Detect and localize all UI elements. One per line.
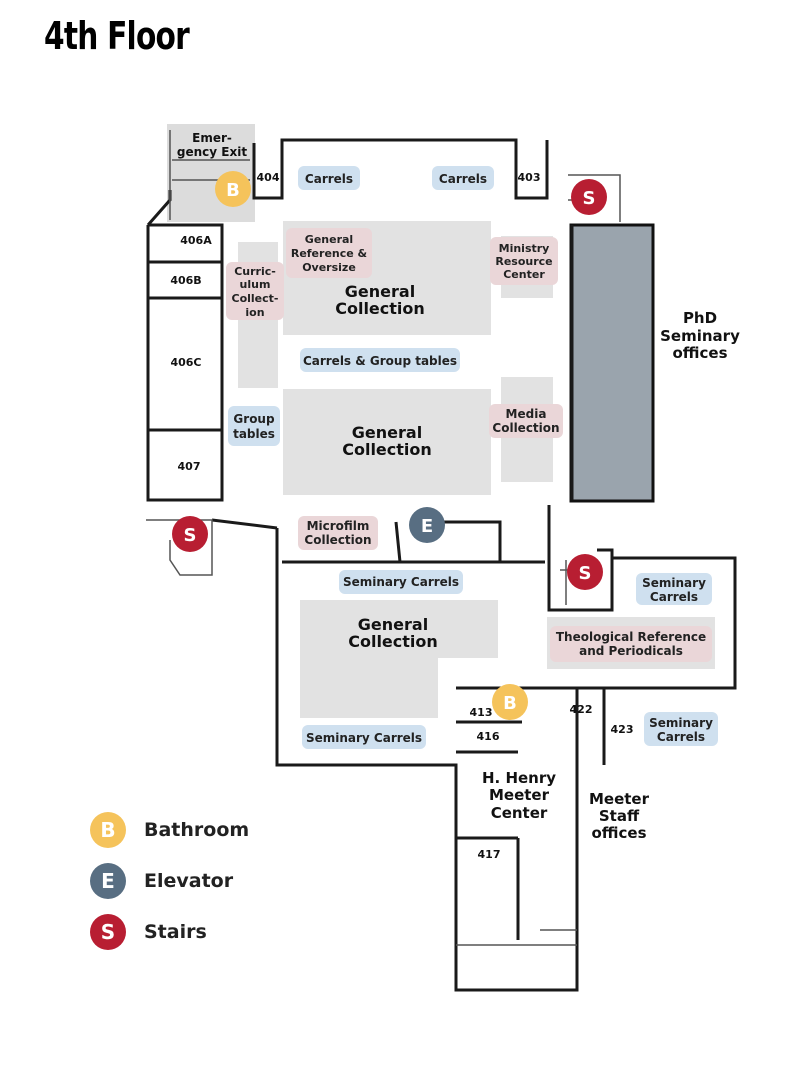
general-collection-1-line-1: General — [345, 282, 415, 301]
ministry-line-2: Resource — [495, 255, 552, 268]
general-reference-line-1: General — [305, 233, 353, 246]
stairs-marker-1 — [571, 179, 607, 215]
curriculum-line-2: ulum — [240, 278, 271, 291]
bathroom-legend-label: Bathroom — [144, 819, 250, 841]
stairs-marker-3 — [567, 554, 603, 590]
curriculum-line-4: ion — [245, 306, 264, 319]
blue-labels: Carrels Carrels Carrels & Group tables G… — [228, 166, 718, 749]
general-collection-3-line-2: Collection — [348, 632, 438, 651]
bathroom-marker-1-letter: B — [226, 180, 240, 201]
bathroom-marker-1 — [215, 171, 251, 207]
general-collection-1-line-2: Collection — [335, 299, 425, 318]
ministry-line-3: Center — [503, 268, 545, 281]
meeter-staff-line-1: Meeter — [589, 790, 650, 808]
map-markers: B B E S S S — [172, 171, 607, 720]
group-tables-line-1: Group — [233, 412, 275, 426]
curriculum-line-1: Curric- — [234, 265, 276, 278]
seminary-carrels-r2-line-1: Seminary — [649, 716, 713, 730]
room-403: 403 — [518, 171, 541, 184]
room-413: 413 — [470, 706, 493, 719]
ministry-line-1: Ministry — [499, 242, 550, 255]
general-collection-3-line-1: General — [358, 615, 428, 634]
general-collection-area-2 — [283, 389, 491, 495]
bathroom-marker-2-letter: B — [503, 693, 517, 714]
legend-elevator: E Elevator — [90, 863, 233, 899]
general-reference-line-3: Oversize — [302, 261, 356, 274]
meeter-staff-line-2: Staff — [599, 807, 640, 825]
emergency-exit-line-2: gency Exit — [177, 145, 247, 159]
microfilm-line-1: Microfilm — [307, 519, 370, 533]
bathroom-marker-2 — [492, 684, 528, 720]
general-collection-2-line-2: Collection — [342, 440, 432, 459]
stairs-marker-2-letter: S — [184, 525, 197, 546]
media-line-2: Collection — [492, 421, 559, 435]
meeter-center-line-3: Center — [491, 804, 548, 822]
phd-line-3: offices — [672, 344, 727, 362]
meeter-center-line-2: Meeter — [489, 786, 550, 804]
room-423: 423 — [611, 723, 634, 736]
curriculum-line-3: Collect- — [232, 292, 279, 305]
media-line-1: Media — [506, 407, 547, 421]
phd-line-1: PhD — [683, 309, 717, 327]
seminary-carrels-r1-line-1: Seminary — [642, 576, 706, 590]
room-406c: 406C — [170, 356, 201, 369]
room-422: 422 — [570, 703, 593, 716]
stairs-marker-3-letter: S — [579, 563, 592, 584]
legend-bathroom: B Bathroom — [90, 812, 249, 848]
walls — [146, 138, 737, 992]
room-404: 404 — [257, 171, 280, 184]
carrels-group-tables-label: Carrels & Group tables — [303, 354, 457, 368]
plain-labels: Emer- gency Exit General Collection Gene… — [177, 131, 740, 842]
general-collection-area-3 — [300, 600, 498, 718]
phd-line-2: Seminary — [660, 327, 740, 345]
elevator-marker — [409, 507, 445, 543]
elevator-marker-letter: E — [421, 516, 433, 537]
theological-line-2: and Periodicals — [579, 644, 683, 658]
stairs-legend-label: Stairs — [144, 921, 207, 943]
elevator-legend-label: Elevator — [144, 870, 234, 892]
bathroom-legend-icon: B — [90, 812, 126, 848]
general-reference-line-2: Reference & — [291, 247, 368, 260]
legend-stairs: S Stairs — [90, 914, 207, 950]
pink-labels: General Reference & Oversize Ministry Re… — [226, 228, 712, 662]
page-title: 4th Floor — [44, 14, 190, 58]
seminary-carrels-bottom-label: Seminary Carrels — [306, 731, 422, 745]
room-416: 416 — [477, 730, 500, 743]
seminary-carrels-r1-line-2: Carrels — [650, 590, 698, 604]
stairs-legend-icon: S — [90, 914, 126, 950]
carrels-left-label: Carrels — [305, 172, 353, 186]
group-tables-line-2: tables — [233, 427, 275, 441]
general-collection-2-line-1: General — [352, 423, 422, 442]
phd-block — [569, 223, 655, 503]
elevator-legend-icon: E — [90, 863, 126, 899]
room-406b: 406B — [170, 274, 201, 287]
stairs-marker-2 — [172, 516, 208, 552]
meeter-staff-line-3: offices — [591, 824, 646, 842]
room-417: 417 — [478, 848, 501, 861]
room-406a: 406A — [180, 234, 212, 247]
theological-line-1: Theological Reference — [556, 630, 706, 644]
room-407: 407 — [178, 460, 201, 473]
emergency-exit-line-1: Emer- — [192, 131, 232, 145]
seminary-carrels-top-label: Seminary Carrels — [343, 575, 459, 589]
meeter-center-line-1: H. Henry — [482, 769, 556, 787]
room-numbers: 404 403 406A 406B 406C 407 413 416 417 4… — [170, 171, 633, 861]
microfilm-line-2: Collection — [304, 533, 371, 547]
carrels-right-label: Carrels — [439, 172, 487, 186]
stairs-marker-1-letter: S — [583, 188, 596, 209]
seminary-carrels-r2-line-2: Carrels — [657, 730, 705, 744]
